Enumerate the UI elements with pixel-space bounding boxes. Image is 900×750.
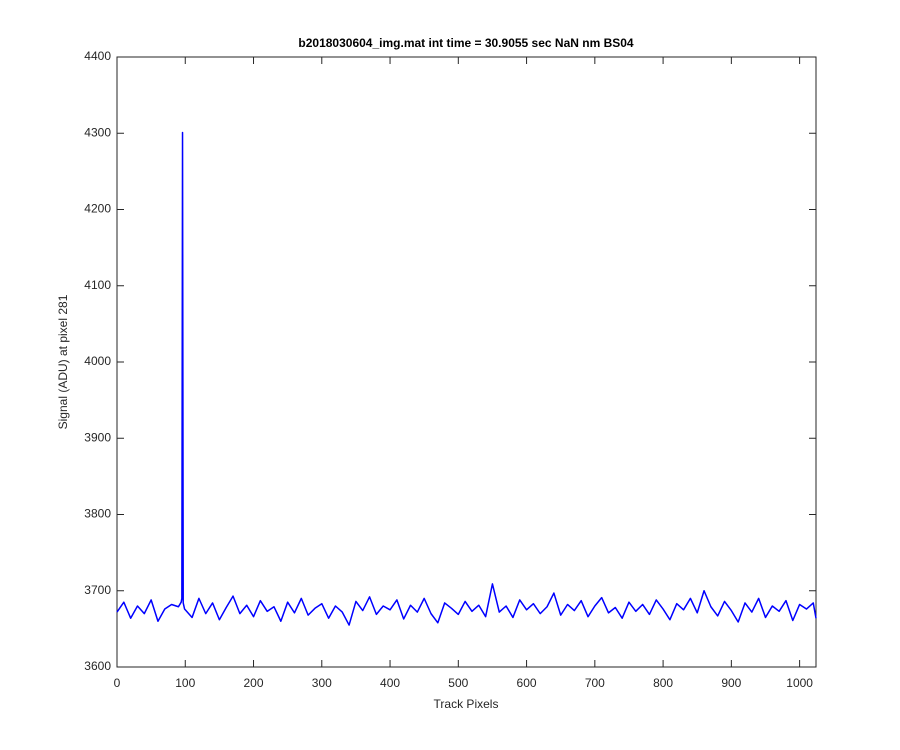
y-tick-label: 3900 (84, 430, 111, 444)
y-tick-label: 4400 (84, 49, 111, 63)
plot-area (116, 56, 817, 668)
x-tick-label: 200 (244, 676, 264, 690)
x-tick-label: 1000 (786, 676, 813, 690)
y-tick-label: 3600 (84, 659, 111, 673)
x-tick-label: 600 (517, 676, 537, 690)
x-tick-label: 0 (114, 676, 121, 690)
y-tick-label: 3800 (84, 507, 111, 521)
x-tick-label: 100 (175, 676, 195, 690)
x-tick-label: 800 (653, 676, 673, 690)
x-axis-label: Track Pixels (434, 697, 499, 711)
data-line (116, 131, 817, 626)
chart-title: b2018030604_img.mat int time = 30.9055 s… (298, 36, 634, 50)
y-tick-label: 3700 (84, 583, 111, 597)
y-tick-label: 4100 (84, 278, 111, 292)
y-tick-label: 4000 (84, 354, 111, 368)
x-tick-label: 300 (312, 676, 332, 690)
y-axis-label: Signal (ADU) at pixel 281 (56, 294, 70, 429)
x-tick-label: 900 (721, 676, 741, 690)
y-tick-label: 4200 (84, 202, 111, 216)
x-tick-label: 500 (448, 676, 468, 690)
x-tick-label: 400 (380, 676, 400, 690)
x-tick-label: 700 (585, 676, 605, 690)
y-tick-label: 4300 (84, 125, 111, 139)
